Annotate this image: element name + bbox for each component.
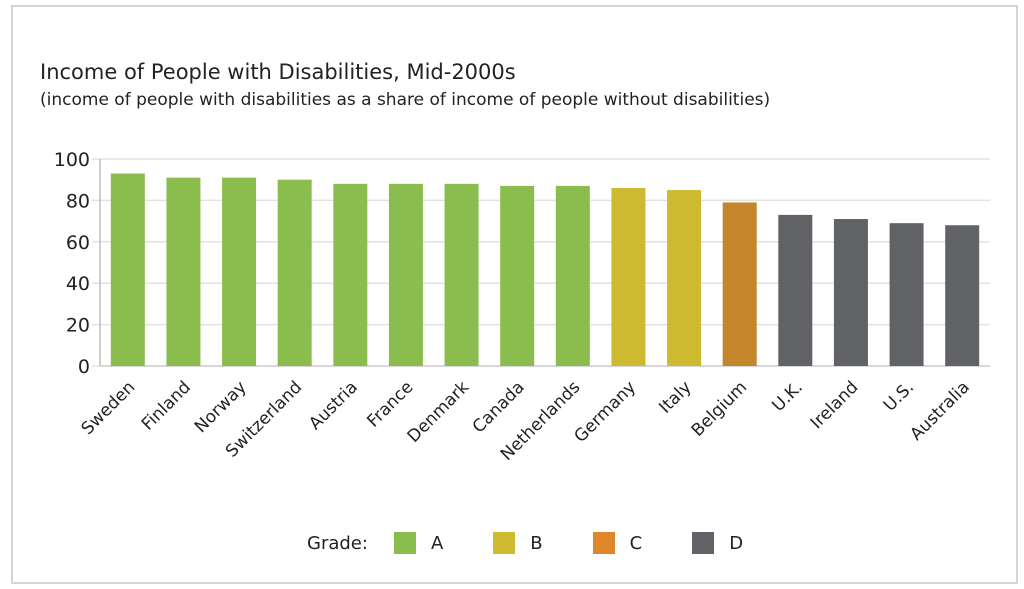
y-tick-label: 20: [66, 315, 90, 337]
bar-australia: [945, 225, 980, 366]
chart-subtitle: (income of people with disabilities as a…: [40, 90, 771, 110]
chart-title: Income of People with Disabilities, Mid-…: [40, 60, 516, 84]
x-tick-label: Austria: [305, 377, 362, 434]
legend-label-d: D: [729, 532, 744, 554]
legend-label-c: C: [629, 532, 643, 554]
x-tick-label: Sweden: [78, 377, 140, 439]
legend-item-b: B: [493, 532, 543, 554]
bar-switzerland: [277, 179, 312, 366]
x-tick-label: U.K.: [768, 377, 806, 415]
legend-swatch-d: [692, 532, 715, 554]
x-tick-label: France: [363, 377, 417, 431]
x-tick-label: Italy: [655, 377, 695, 417]
bar-sweden: [110, 173, 145, 366]
bar-germany: [611, 187, 646, 366]
x-tick-label: Germany: [571, 377, 640, 446]
y-tick-label: 80: [66, 190, 90, 212]
bar-italy: [667, 190, 702, 366]
y-tick-label: 100: [54, 149, 90, 171]
legend-item-a: A: [393, 532, 444, 554]
bar-belgium: [722, 202, 757, 366]
bar-austria: [333, 183, 368, 366]
legend-label-b: B: [530, 532, 543, 554]
y-tick-label: 0: [78, 356, 90, 378]
legend-item-d: D: [692, 532, 743, 554]
x-tick-label: Ireland: [807, 377, 863, 433]
bars: [110, 173, 980, 366]
x-tick-label: Belgium: [688, 377, 751, 440]
x-tick-label: Denmark: [404, 377, 474, 447]
y-tick-label: 40: [66, 273, 90, 295]
bar-canada: [500, 185, 535, 366]
bar-denmark: [444, 183, 479, 366]
x-tick-label: Finland: [138, 377, 195, 434]
bar-france: [388, 183, 423, 366]
bar-uk: [778, 214, 813, 366]
x-tick-label: Australia: [906, 377, 973, 444]
legend-swatch-b: [493, 532, 516, 554]
y-axis-ticks: 0 20 40 60 80 100: [54, 149, 90, 378]
legend-swatch-a: [393, 532, 416, 554]
bar-finland: [166, 177, 201, 366]
legend-item-c: C: [592, 532, 643, 554]
bar-ireland: [833, 219, 868, 366]
legend-swatch-c: [592, 532, 615, 554]
bar-us: [889, 223, 924, 366]
x-tick-label: U.S.: [880, 377, 918, 415]
bar-netherlands: [555, 185, 590, 366]
legend-label-a: A: [430, 532, 444, 554]
legend-title: Grade:: [307, 532, 368, 554]
bar-norway: [222, 177, 257, 366]
y-tick-label: 60: [66, 232, 90, 254]
legend: Grade: A B C D: [307, 530, 793, 556]
